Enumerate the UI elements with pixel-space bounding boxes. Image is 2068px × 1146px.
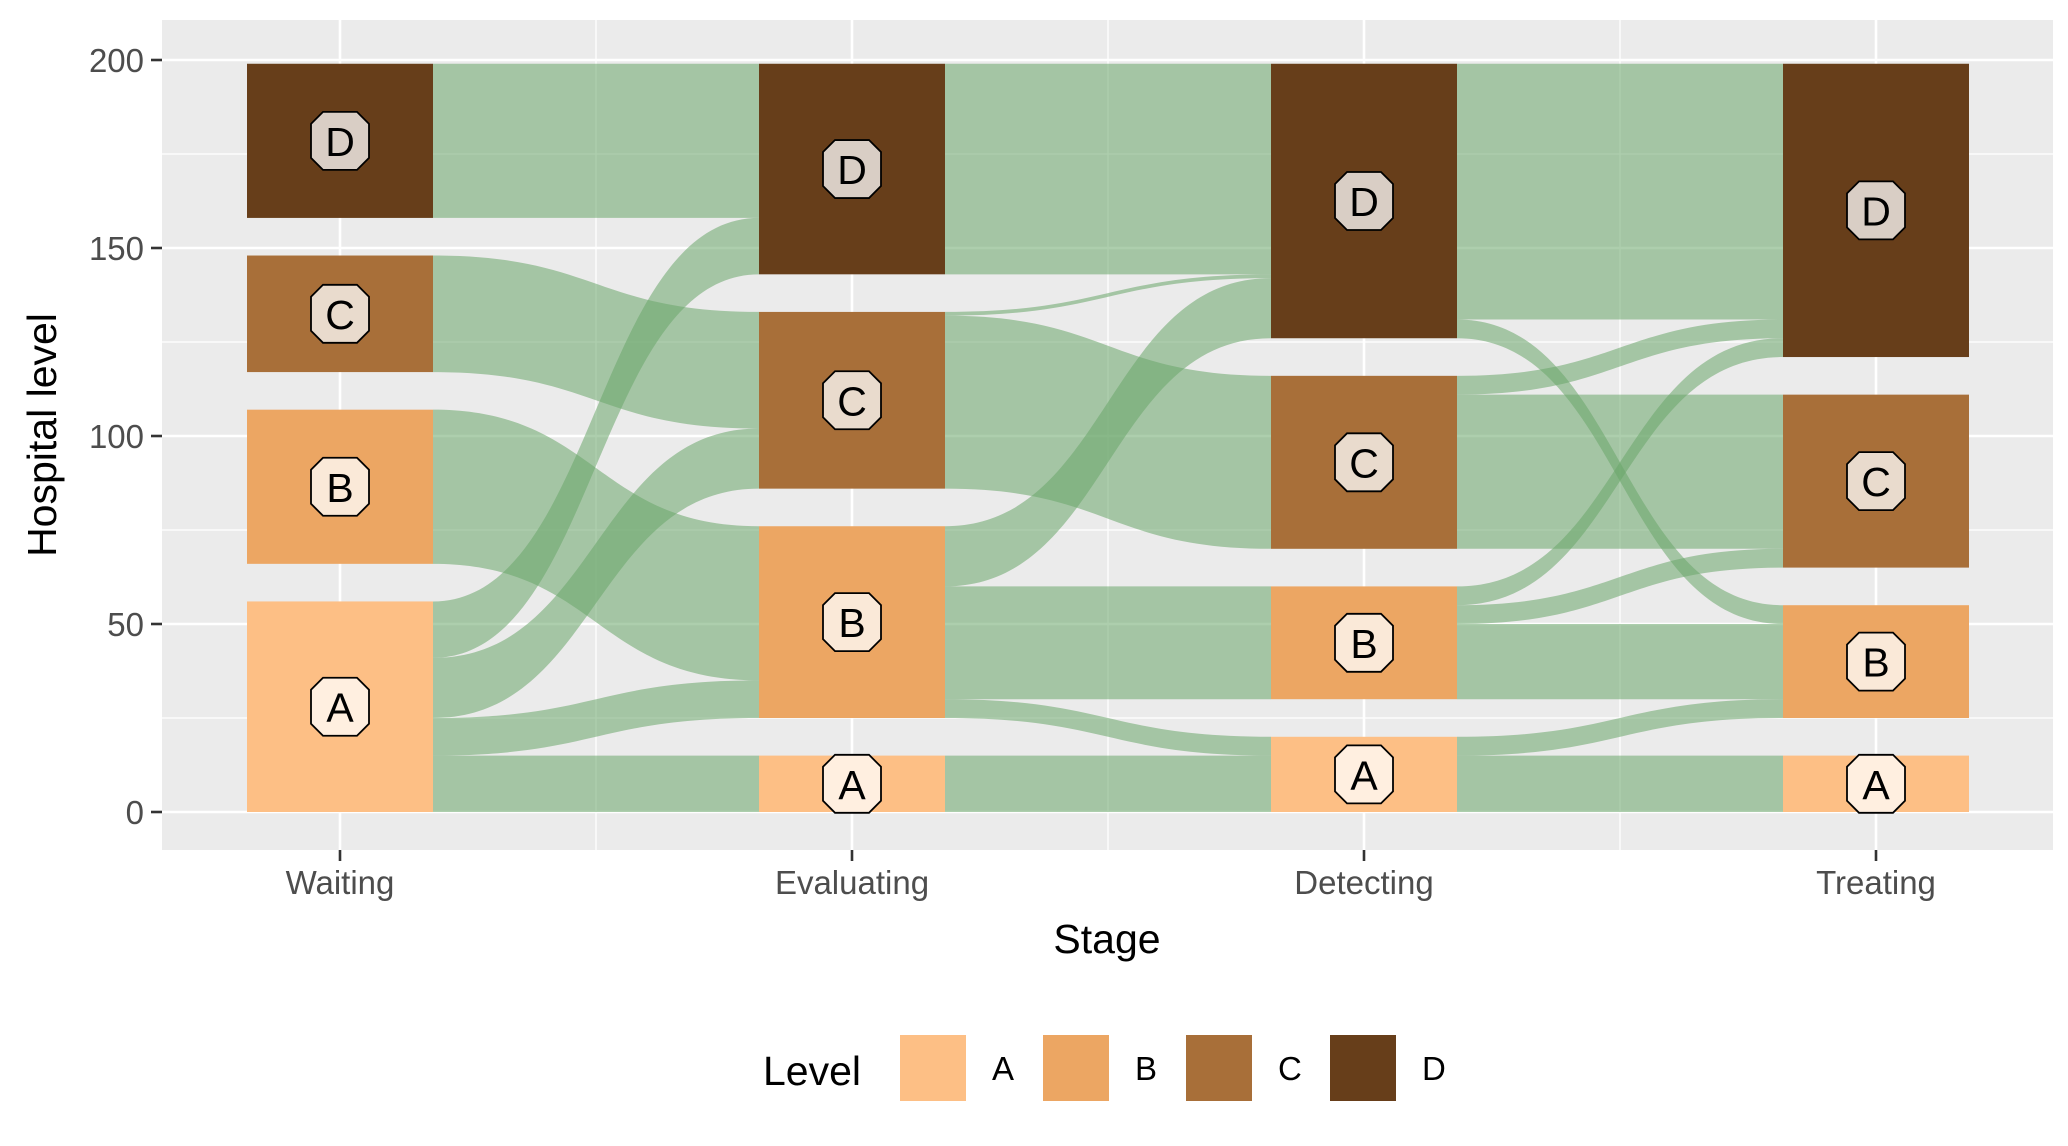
flow-band — [945, 315, 1271, 549]
flow-band — [945, 755, 1271, 812]
flow-band — [1457, 755, 1783, 812]
flow-band — [945, 274, 1271, 316]
legend-key-C — [1186, 1035, 1252, 1101]
x-tick-label: Treating — [1816, 864, 1936, 901]
stratum-label-box — [1334, 171, 1394, 231]
stratum-layer: A B C D A B C D A B C D A B C D — [247, 63, 1969, 814]
stratum-label: D — [1349, 179, 1379, 225]
stratum-label-box — [310, 110, 370, 171]
stratum-label: A — [838, 762, 866, 808]
stratum-label: C — [837, 378, 867, 424]
stratum-label-box — [1846, 753, 1906, 814]
y-axis: 0 50 100 150 200 — [89, 42, 162, 831]
stratum-label: D — [325, 119, 355, 165]
flow-band — [945, 586, 1271, 700]
legend-label: D — [1422, 1050, 1446, 1087]
stratum-label: D — [837, 147, 867, 193]
legend-title: Level — [763, 1048, 861, 1094]
stratum-label-box — [1334, 612, 1394, 673]
x-axis: Waiting Evaluating Detecting Treating — [286, 850, 1936, 901]
stratum-label-box — [310, 456, 370, 517]
stratum-label-box — [1846, 451, 1906, 512]
x-tick-label: Evaluating — [775, 864, 929, 901]
flow-band — [433, 255, 759, 429]
legend-label: C — [1278, 1050, 1302, 1087]
x-tick-label: Detecting — [1294, 864, 1433, 901]
legend-key-A — [900, 1035, 966, 1101]
stratum-label: A — [326, 685, 354, 731]
flow-band — [433, 409, 759, 681]
x-tick-label: Waiting — [286, 864, 395, 901]
stratum-label-box — [822, 753, 882, 814]
flow-band — [1457, 63, 1783, 320]
stratum-label-box — [822, 370, 882, 431]
y-tick-label: 0 — [126, 794, 144, 831]
flow-band — [1457, 624, 1783, 700]
flow-band — [945, 699, 1271, 756]
flow-band — [1457, 319, 1783, 624]
stratum-label-box — [1846, 631, 1906, 692]
stratum-label: C — [325, 292, 355, 338]
stratum-label: B — [838, 600, 865, 646]
flow-band — [1457, 699, 1783, 756]
stratum-label-box — [822, 139, 882, 199]
legend-key-D — [1330, 1035, 1396, 1101]
stratum-label: A — [1350, 752, 1378, 798]
stratum-label-box — [310, 283, 370, 344]
stratum-label: C — [1349, 440, 1379, 486]
flow-band — [945, 63, 1271, 275]
y-tick-label: 100 — [89, 418, 144, 455]
y-axis-title: Hospital level — [19, 313, 65, 557]
stratum-label-box — [310, 676, 370, 737]
flow-band — [1457, 319, 1783, 395]
stratum-label-box — [1334, 432, 1394, 493]
flow-band — [433, 680, 759, 756]
stratum-label-box — [1846, 180, 1906, 241]
stratum-label: B — [1862, 640, 1889, 686]
stratum-label: B — [1350, 621, 1377, 667]
stratum-label: B — [326, 465, 353, 511]
stratum-label-box — [1334, 744, 1394, 805]
stratum-label: C — [1861, 459, 1891, 505]
flow-band — [433, 755, 759, 812]
y-tick-label: 200 — [89, 42, 144, 79]
legend-label: A — [992, 1050, 1014, 1087]
flow-band — [433, 217, 759, 658]
flow-band — [433, 63, 759, 218]
stratum-label-box — [822, 592, 882, 653]
y-tick-label: 150 — [89, 230, 144, 267]
legend-key-B — [1043, 1035, 1109, 1101]
stratum-label: A — [1862, 762, 1890, 808]
y-tick-label: 50 — [107, 606, 144, 643]
legend: Level A B C D — [763, 1035, 1446, 1101]
flow-band — [1457, 548, 1783, 624]
x-axis-title: Stage — [1053, 916, 1160, 962]
stratum-label: D — [1861, 188, 1891, 234]
legend-label: B — [1135, 1050, 1157, 1087]
flow-layer — [433, 63, 1783, 812]
